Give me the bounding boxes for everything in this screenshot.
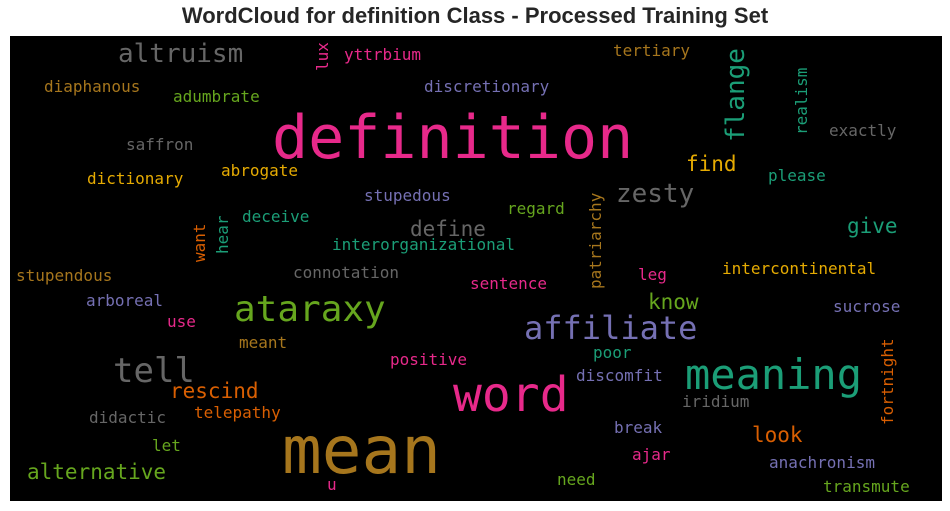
word-look: look [752,423,803,447]
word-altruism: altruism [118,39,244,69]
word-poor: poor [593,343,632,362]
word-stupedous: stupedous [364,186,451,205]
word-deceive: deceive [242,207,310,226]
word-break: break [614,418,663,437]
word-ataraxy: ataraxy [234,289,386,330]
word-anachronism: anachronism [769,453,875,472]
word-tertiary: tertiary [613,41,691,60]
word-sucrose: sucrose [833,297,901,316]
word-telepathy: telepathy [194,403,281,422]
word-rescind: rescind [170,379,259,403]
word-interorganizational: interorganizational [332,235,516,254]
word-arboreal: arboreal [86,291,164,310]
word-stupendous: stupendous [16,266,113,285]
word-exactly: exactly [829,121,897,140]
word-please: please [768,166,826,185]
word-saffron: saffron [126,135,194,154]
word-affiliate: affiliate [524,309,698,347]
word-word: word [453,367,569,423]
word-mean: mean [282,412,441,489]
word-realism: realism [792,67,811,136]
word-find: find [686,152,737,176]
word-use: use [167,312,196,331]
word-want: want [190,223,209,263]
word-let: let [152,436,181,455]
word-discomfit: discomfit [576,366,663,385]
word-positive: positive [390,350,468,369]
word-sentence: sentence [470,274,548,293]
word-u: u [327,475,337,494]
word-lux: lux [313,41,332,71]
word-adumbrate: adumbrate [173,87,260,106]
word-define: define [410,217,486,241]
wordcloud-canvas: definition mean word meaning ataraxy affiliat… [10,36,942,501]
word-leg: leg [638,265,667,284]
word-know: know [648,290,699,314]
word-meaning: meaning [685,350,863,399]
word-need: need [557,470,596,489]
word-didactic: didactic [89,408,167,427]
word-tell: tell [113,351,195,391]
word-flange: flange [721,47,751,142]
word-ajar: ajar [632,445,671,464]
word-transmute: transmute [823,477,910,496]
word-abrogate: abrogate [221,161,299,180]
word-alternative: alternative [27,460,167,484]
word-hear: hear [213,215,232,255]
word-dictionary: dictionary [87,169,184,188]
word-discretionary: discretionary [424,77,550,96]
word-intercontinental: intercontinental [722,259,877,278]
word-connotation: connotation [293,263,399,282]
word-iridium: iridium [682,392,750,411]
word-give: give [847,214,898,238]
word-regard: regard [507,199,565,218]
word-diaphanous: diaphanous [44,77,141,96]
word-patriarchy: patriarchy [586,192,605,289]
word-fortnight: fortnight [878,338,897,426]
word-meant: meant [239,333,288,352]
chart-title: WordCloud for definition Class - Process… [181,3,769,28]
word-zesty: zesty [616,179,695,209]
word-yttrbium: yttrbium [344,45,422,64]
word-definition: definition [272,103,634,173]
